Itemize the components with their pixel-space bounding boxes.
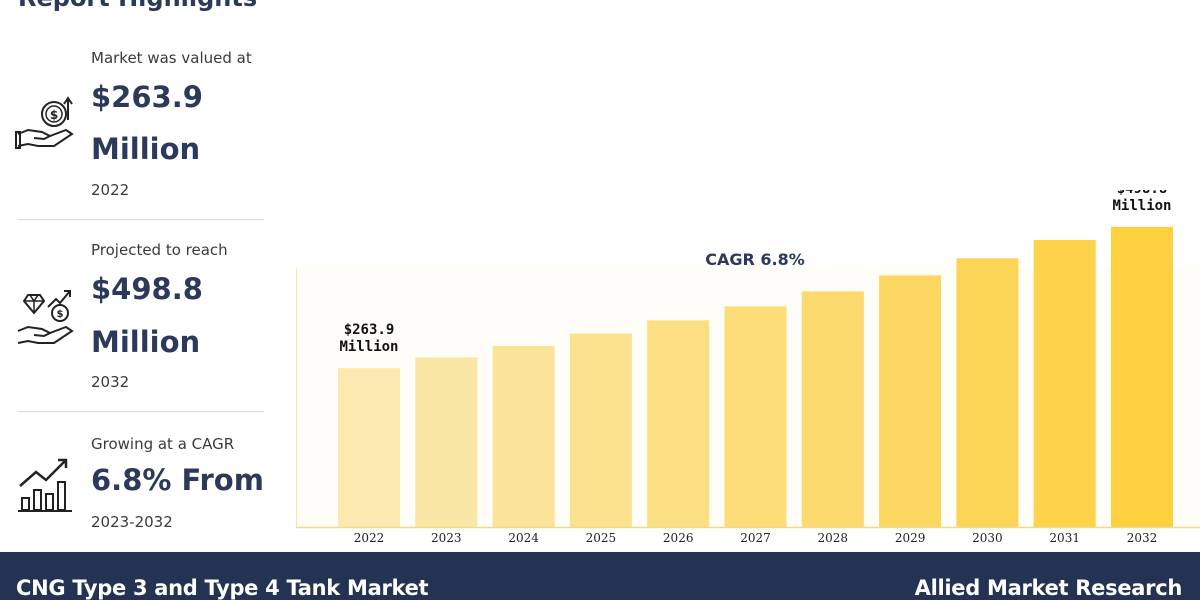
bar-2028 [801,291,864,527]
data-label-unit: Million [339,339,398,355]
stat-label: Growing at a CAGR [91,435,235,453]
stats-panel: Report Highlights Market was valued at $… [0,0,280,552]
divider [18,411,264,412]
money-hand-icon: $ [14,94,76,156]
bar-2027 [724,306,787,527]
bar-2024 [492,345,555,527]
x-tick-label: 2022 [354,531,385,545]
x-tick-label: 2026 [663,531,694,545]
x-tick-label: 2023 [431,531,462,545]
stat-value-unit: Million [91,132,201,166]
x-tick-label: 2030 [972,531,1003,545]
stat-value: $498.8 [91,272,203,306]
data-label-unit: Million [1112,198,1171,214]
cagr-label: CAGR 6.8% [705,250,805,269]
x-tick-label: 2024 [508,531,539,545]
stat-year: 2022 [91,181,130,199]
market-bar-chart: 2022 2023 2024 2025 2026 2027 2028 2029 2030 2031… [296,181,1200,552]
stat-value: $263.9 [91,80,203,114]
data-label: $263.9 [344,322,395,338]
divider [18,219,264,220]
bar-2022 [338,368,400,527]
diamond-hand-icon: $ [14,287,76,349]
x-tick-label: 2031 [1049,531,1080,545]
growth-chart-icon [14,452,76,514]
stat-label: Market was valued at [91,49,252,67]
bar-2023 [415,357,478,527]
x-tick-label: 2027 [740,531,771,545]
x-tick-label: 2025 [586,531,617,545]
bar-2032 [1111,226,1173,527]
x-tick-label: 2028 [818,531,849,545]
stat-label: Projected to reach [91,241,228,259]
svg-text:$: $ [50,108,58,122]
report-title: Report Highlights [18,0,257,12]
bar-2029 [879,275,942,527]
stat-value-unit: Million [91,325,201,359]
svg-text:$: $ [57,309,64,320]
bar-2026 [647,320,710,527]
bar-2031 [1033,239,1096,527]
x-tick-label: 2029 [895,531,926,545]
bar-2030 [956,258,1019,527]
stat-value: 6.8% From [91,463,264,497]
market-name: CNG Type 3 and Type 4 Tank Market [16,576,429,600]
chart-svg: 2022 2023 2024 2025 2026 2027 2028 2029 2030 2031… [296,181,1200,545]
bar-2025 [569,333,632,527]
brand-name: Allied Market Research [914,576,1183,600]
x-tick-label: 2032 [1127,531,1158,545]
stat-year: 2032 [91,373,130,391]
footer-bar: CNG Type 3 and Type 4 Tank Market Allied… [0,552,1200,600]
stat-year: 2023-2032 [91,513,173,531]
data-label: $498.8 [1117,190,1168,197]
